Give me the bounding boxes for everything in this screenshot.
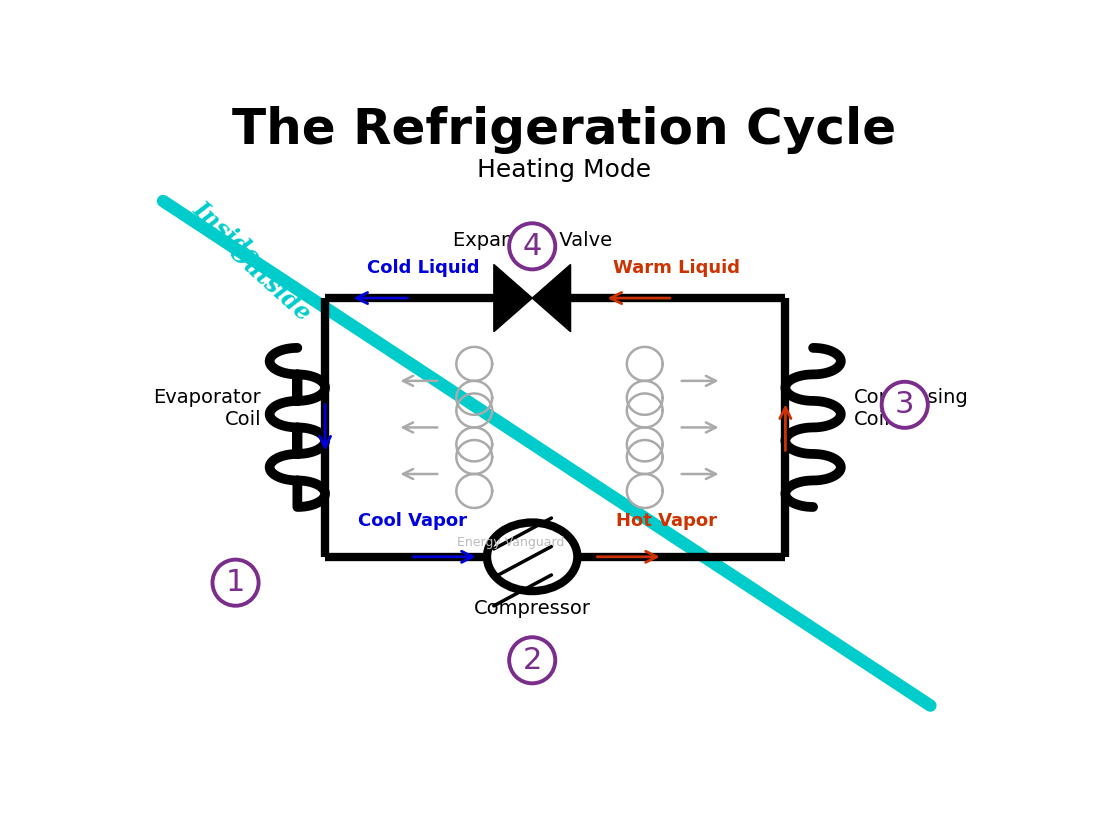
Text: Cold Liquid: Cold Liquid: [366, 260, 480, 277]
Text: 1: 1: [226, 568, 245, 597]
Text: 4: 4: [522, 232, 542, 261]
Text: Inside: Inside: [188, 197, 265, 270]
Text: Expansion Valve: Expansion Valve: [452, 230, 612, 249]
Text: Energy Vanguard: Energy Vanguard: [458, 536, 564, 549]
Text: Condensing
Coil: Condensing Coil: [854, 387, 968, 428]
Text: 3: 3: [895, 391, 914, 419]
Text: The Refrigeration Cycle: The Refrigeration Cycle: [232, 106, 895, 154]
Text: 2: 2: [522, 646, 542, 675]
Text: Outside: Outside: [223, 240, 316, 327]
Text: Evaporator
Coil: Evaporator Coil: [153, 387, 261, 428]
Text: Cool Vapor: Cool Vapor: [358, 512, 466, 530]
Text: Hot Vapor: Hot Vapor: [616, 512, 716, 530]
Polygon shape: [494, 265, 532, 332]
Polygon shape: [532, 265, 571, 332]
Text: Heating Mode: Heating Mode: [476, 158, 651, 182]
Text: Warm Liquid: Warm Liquid: [613, 260, 740, 277]
Text: Compressor: Compressor: [474, 599, 591, 618]
